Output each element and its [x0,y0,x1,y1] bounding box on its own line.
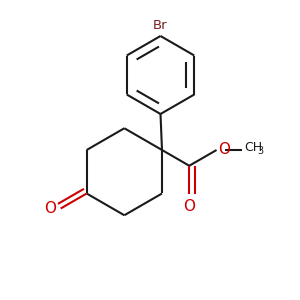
Text: O: O [44,201,56,216]
Text: CH: CH [244,141,262,154]
Text: O: O [183,199,195,214]
Text: O: O [218,142,230,158]
Text: Br: Br [153,20,168,32]
Text: 3: 3 [258,146,264,157]
